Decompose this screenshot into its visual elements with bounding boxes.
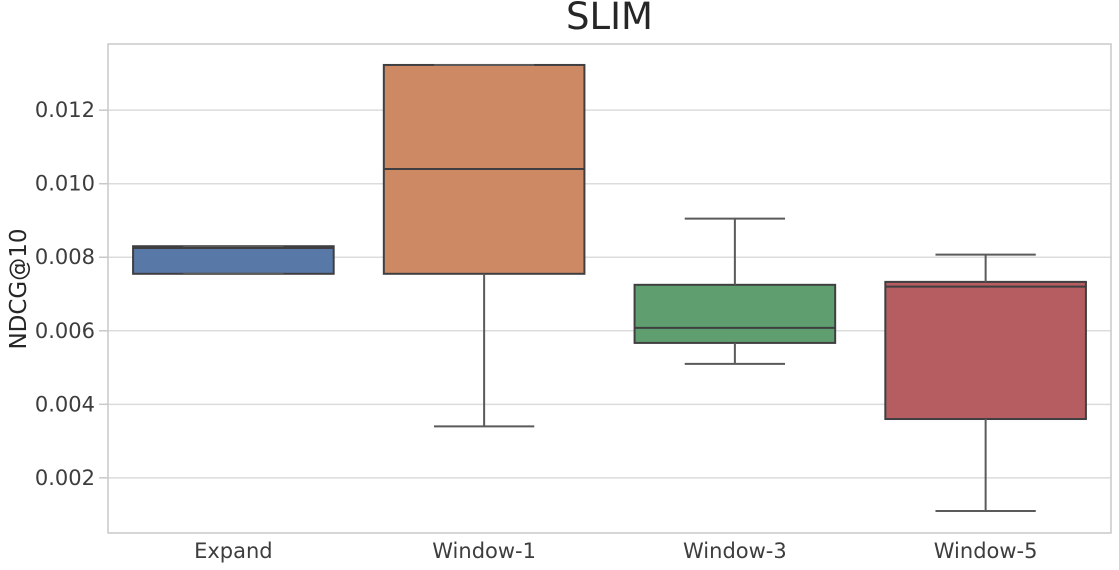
y-tick-label: 0.010	[35, 172, 95, 196]
x-tick-label-window-5: Window-5	[934, 539, 1038, 563]
x-tick-label-window-1: Window-1	[432, 539, 536, 563]
x-tick-label-window-3: Window-3	[683, 539, 787, 563]
y-tick-label: 0.004	[35, 392, 95, 416]
box-expand	[132, 245, 335, 275]
box-window-5	[884, 280, 1087, 421]
box-window-3	[633, 283, 837, 344]
y-tick-label: 0.002	[35, 466, 95, 490]
x-tick-label-expand: Expand	[194, 539, 273, 563]
axes-spines	[107, 43, 1112, 534]
y-tick-label: 0.006	[35, 319, 95, 343]
y-tick-label: 0.012	[35, 98, 95, 122]
y-tick-label: 0.008	[35, 245, 95, 269]
